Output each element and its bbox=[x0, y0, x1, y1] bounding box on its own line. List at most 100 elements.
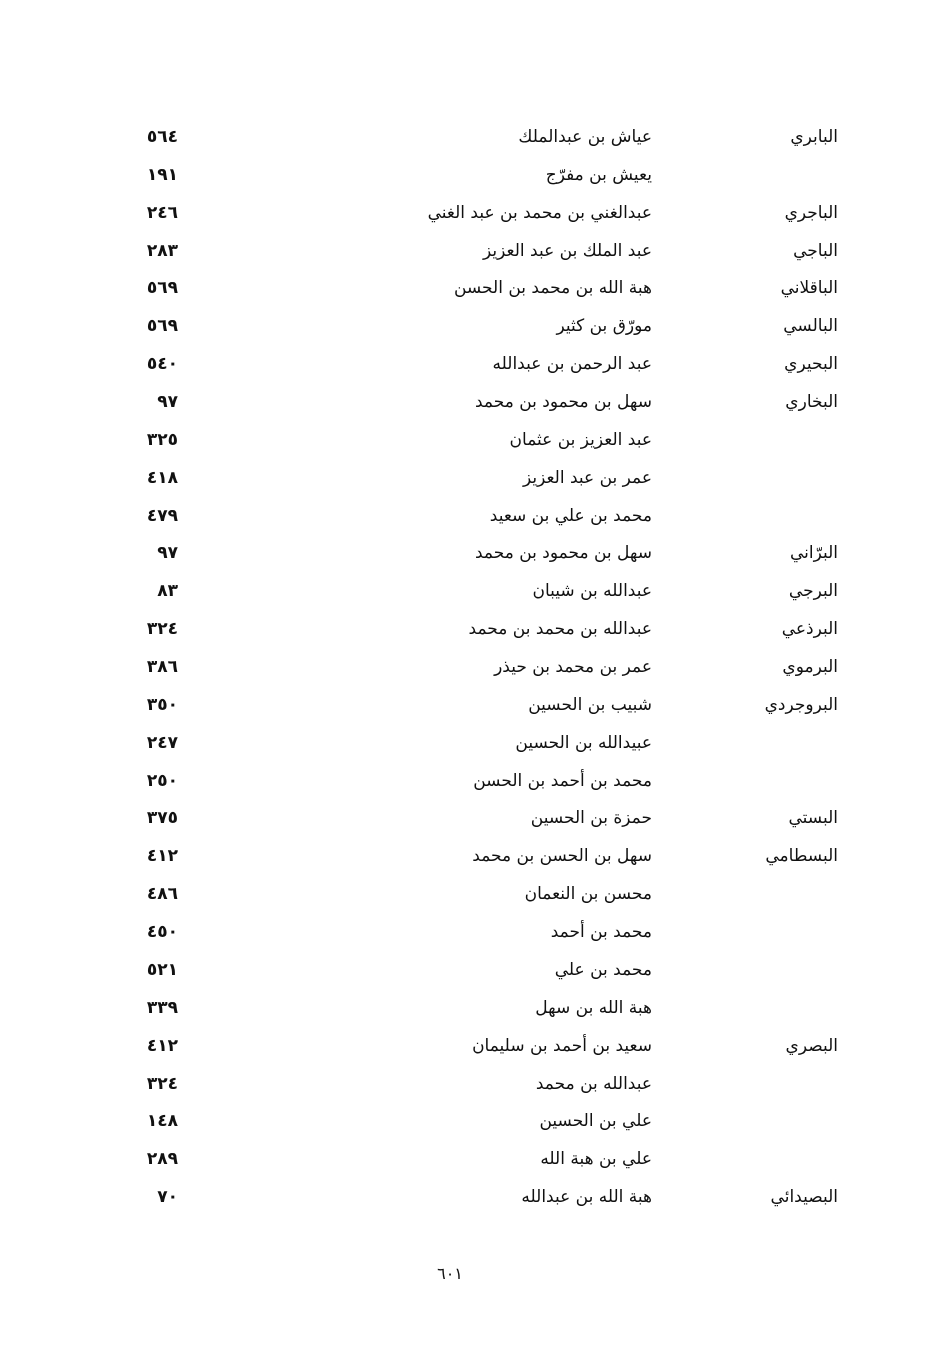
nisba-label: البروجردي bbox=[764, 694, 838, 715]
index-entry: البابري عياش بن عبدالملك ٥٦٤ bbox=[0, 127, 940, 157]
person-name: محمد بن علي bbox=[554, 959, 652, 980]
person-name: هبة الله بن سهل bbox=[535, 997, 652, 1018]
page-reference: ٣٣٩ bbox=[146, 997, 178, 1018]
person-name: عبدالغني بن محمد بن عبد الغني bbox=[427, 202, 652, 223]
nisba-label: البالسي bbox=[783, 316, 838, 337]
person-name: عبد العزيز بن عثمان bbox=[509, 429, 652, 450]
index-entry: البرجي عبدالله بن شيبان ٨٣ bbox=[0, 581, 940, 611]
person-name: شبيب بن الحسين bbox=[528, 694, 652, 715]
nisba-label: البرّاني bbox=[789, 543, 838, 564]
person-name: محمد بن أحمد bbox=[550, 922, 652, 943]
nisba-label: البصري bbox=[785, 1035, 838, 1056]
person-name: محمد بن علي بن سعيد bbox=[489, 505, 652, 526]
page-reference: ٢٤٦ bbox=[146, 202, 178, 223]
index-entry: محمد بن علي ٥٢١ bbox=[0, 960, 940, 990]
page-reference: ٧٠ bbox=[157, 1187, 178, 1208]
page-reference: ٣٢٤ bbox=[146, 619, 178, 640]
nisba-label: البسطامي bbox=[765, 846, 838, 867]
index-entry: البرّاني سهل بن محمود بن محمد ٩٧ bbox=[0, 543, 940, 573]
person-name: سعيد بن أحمد بن سليمان bbox=[472, 1035, 652, 1056]
person-name: هبة الله بن محمد بن الحسن bbox=[453, 278, 652, 299]
index-entry: عمر بن عبد العزيز ٤١٨ bbox=[0, 468, 940, 498]
page-reference: ٨٣ bbox=[157, 581, 178, 602]
page-reference: ٢٨٩ bbox=[146, 1149, 178, 1170]
index-entry: الباقلاني هبة الله بن محمد بن الحسن ٥٦٩ bbox=[0, 278, 940, 308]
nisba-label: البخاري bbox=[785, 392, 838, 413]
person-name: عبد الرحمن بن عبدالله bbox=[492, 354, 652, 375]
nisba-label: البحيري bbox=[784, 354, 838, 375]
index-entry: علي بن الحسين ١٤٨ bbox=[0, 1111, 940, 1141]
page-reference: ٥٢١ bbox=[146, 959, 178, 980]
page-reference: ٥٤٠ bbox=[146, 354, 178, 375]
page-reference: ٥٦٤ bbox=[146, 127, 178, 147]
person-name: علي بن الحسين bbox=[539, 1111, 652, 1132]
page-reference: ٥٦٩ bbox=[146, 278, 178, 299]
index-entry: الباجي عبد الملك بن عبد العزيز ٢٨٣ bbox=[0, 241, 940, 271]
index-entry: البسطامي سهل بن الحسن بن محمد ٤١٢ bbox=[0, 846, 940, 876]
nisba-label: الباجي bbox=[793, 240, 838, 261]
nisba-label: البستي bbox=[788, 808, 839, 829]
index-entry: محسن بن النعمان ٤٨٦ bbox=[0, 884, 940, 914]
index-entry: محمد بن أحمد بن الحسن ٢٥٠ bbox=[0, 771, 940, 801]
index-entry: البصري سعيد بن أحمد بن سليمان ٤١٢ bbox=[0, 1036, 940, 1066]
index-entry: يعيش بن مفرّج ١٩١ bbox=[0, 165, 940, 195]
person-name: عبدالله بن محمد bbox=[535, 1073, 652, 1094]
person-name: سهل بن محمود بن محمد bbox=[474, 543, 652, 564]
index-entry: البرموي عمر بن محمد بن حيذر ٣٨٦ bbox=[0, 657, 940, 687]
index-entry: محمد بن علي بن سعيد ٤٧٩ bbox=[0, 506, 940, 536]
person-name: سهل بن الحسن بن محمد bbox=[472, 846, 652, 867]
person-name: عمر بن محمد بن حيذر bbox=[494, 657, 652, 678]
person-name: علي بن هبة الله bbox=[540, 1149, 652, 1170]
index-entry: عبدالله بن محمد ٣٢٤ bbox=[0, 1074, 940, 1104]
index-entry: البستي حمزة بن الحسين ٣٧٥ bbox=[0, 808, 940, 838]
page-reference: ١٤٨ bbox=[146, 1111, 178, 1132]
index-entry: عبيدالله بن الحسين ٢٤٧ bbox=[0, 733, 940, 763]
person-name: يعيش بن مفرّج bbox=[545, 164, 652, 185]
page-reference: ٩٧ bbox=[157, 392, 178, 413]
page-reference: ٢٥٠ bbox=[146, 770, 178, 791]
index-entry: الباجري عبدالغني بن محمد بن عبد الغني ٢٤٦ bbox=[0, 203, 940, 233]
page-reference: ٤١٢ bbox=[146, 1035, 178, 1056]
page-reference: ٣٢٤ bbox=[146, 1073, 178, 1094]
page-reference: ٤٨٦ bbox=[146, 884, 178, 905]
page-reference: ٤١٨ bbox=[146, 467, 178, 488]
person-name: حمزة بن الحسين bbox=[530, 808, 652, 829]
index-entry: البرذعي عبدالله بن محمد بن محمد ٣٢٤ bbox=[0, 619, 940, 649]
page-reference: ٩٧ bbox=[157, 543, 178, 564]
page-reference: ٣٥٠ bbox=[146, 694, 178, 715]
index-entry: هبة الله بن سهل ٣٣٩ bbox=[0, 998, 940, 1028]
nisba-label: البرجي bbox=[788, 581, 838, 602]
page-reference: ٣٢٥ bbox=[146, 429, 178, 450]
page-number: ٦٠١ bbox=[437, 1264, 463, 1283]
person-name: عبدالله بن محمد بن محمد bbox=[468, 619, 652, 640]
page-reference: ١٩١ bbox=[146, 164, 178, 185]
person-name: هبة الله بن عبدالله bbox=[521, 1187, 652, 1208]
page-reference: ٤٧٩ bbox=[146, 505, 178, 526]
nisba-label: البرموي bbox=[782, 657, 838, 678]
person-name: عبدالله بن شيبان bbox=[532, 581, 653, 602]
index-entry: البحيري عبد الرحمن بن عبدالله ٥٤٠ bbox=[0, 354, 940, 384]
page-reference: ٣٧٥ bbox=[146, 808, 178, 829]
person-name: محسن بن النعمان bbox=[524, 884, 652, 905]
index-entry: البالسي مورّق بن كثير ٥٦٩ bbox=[0, 316, 940, 346]
index-entry: البروجردي شبيب بن الحسين ٣٥٠ bbox=[0, 695, 940, 725]
person-name: عمر بن عبد العزيز bbox=[522, 467, 652, 488]
person-name: محمد بن أحمد بن الحسن bbox=[473, 770, 652, 791]
person-name: مورّق بن كثير bbox=[556, 316, 652, 337]
person-name: سهل بن محمود بن محمد bbox=[474, 392, 652, 413]
person-name: عبد الملك بن عبد العزيز bbox=[483, 240, 652, 261]
nisba-label: البصيدائي bbox=[770, 1187, 838, 1208]
page-reference: ٢٨٣ bbox=[146, 240, 178, 261]
page-reference: ٤٥٠ bbox=[146, 922, 178, 943]
nisba-label: الباجري bbox=[784, 202, 838, 223]
nisba-label: الباقلاني bbox=[780, 278, 838, 299]
index-entry: البخاري سهل بن محمود بن محمد ٩٧ bbox=[0, 392, 940, 422]
index-entry: علي بن هبة الله ٢٨٩ bbox=[0, 1149, 940, 1179]
index-entry: محمد بن أحمد ٤٥٠ bbox=[0, 922, 940, 952]
index-entry: البصيدائي هبة الله بن عبدالله ٧٠ bbox=[0, 1187, 940, 1217]
page-reference: ٢٤٧ bbox=[146, 732, 178, 753]
nisba-label: البابري bbox=[790, 127, 838, 147]
page-reference: ٥٦٩ bbox=[146, 316, 178, 337]
nisba-label: البرذعي bbox=[781, 619, 838, 640]
page-reference: ٤١٢ bbox=[146, 846, 178, 867]
